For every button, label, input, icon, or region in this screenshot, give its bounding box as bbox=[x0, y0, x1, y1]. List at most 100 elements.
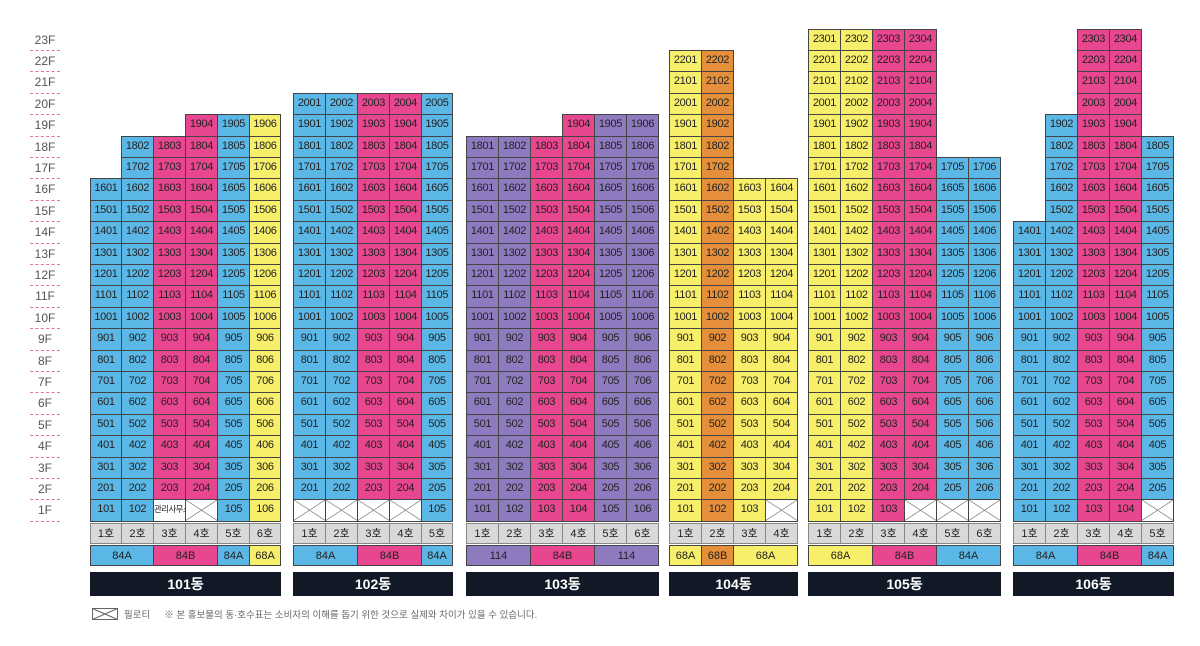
unit-cell[interactable]: 602 bbox=[121, 392, 154, 415]
unit-cell[interactable]: 303 bbox=[733, 456, 766, 479]
unit-cell[interactable]: 2002 bbox=[840, 92, 873, 116]
unit-cell[interactable]: 1001 bbox=[669, 306, 702, 330]
unit-cell[interactable]: 305 bbox=[1141, 456, 1174, 479]
unit-cell[interactable]: 1202 bbox=[840, 264, 873, 287]
unit-cell[interactable]: 1304 bbox=[904, 242, 937, 265]
unit-cell[interactable]: 706 bbox=[249, 371, 281, 394]
unit-cell[interactable]: 1105 bbox=[1141, 285, 1174, 308]
unit-cell[interactable]: 905 bbox=[217, 328, 250, 351]
unit-cell[interactable]: 1706 bbox=[626, 157, 659, 180]
unit-cell[interactable]: 902 bbox=[840, 328, 873, 351]
unit-cell[interactable]: 2003 bbox=[872, 92, 905, 116]
unit-cell[interactable]: 405 bbox=[594, 435, 627, 458]
unit-cell[interactable]: 1702 bbox=[325, 157, 358, 180]
unit-cell[interactable]: 501 bbox=[669, 413, 702, 437]
unit-cell[interactable]: 1101 bbox=[1013, 285, 1046, 308]
unit-cell[interactable]: 204 bbox=[904, 478, 937, 501]
unit-cell[interactable]: 2303 bbox=[1077, 28, 1110, 51]
unit-cell[interactable]: 1604 bbox=[765, 178, 798, 201]
unit-cell[interactable]: 1805 bbox=[421, 135, 453, 158]
unit-cell[interactable]: 1303 bbox=[733, 242, 766, 265]
unit-cell[interactable]: 205 bbox=[217, 478, 250, 501]
unit-cell[interactable]: 501 bbox=[808, 413, 841, 437]
unit-cell[interactable]: 1601 bbox=[669, 178, 702, 201]
unit-cell[interactable]: 1102 bbox=[1045, 285, 1078, 308]
unit-cell[interactable]: 1601 bbox=[293, 178, 326, 201]
unit-cell[interactable]: 401 bbox=[90, 435, 122, 458]
unit-cell[interactable]: 1205 bbox=[594, 264, 627, 287]
unit-cell[interactable]: 1803 bbox=[530, 135, 563, 158]
unit-cell[interactable]: 1006 bbox=[249, 306, 281, 330]
unit-cell[interactable]: 1506 bbox=[626, 199, 659, 223]
unit-cell[interactable]: 702 bbox=[325, 371, 358, 394]
unit-cell[interactable]: 1002 bbox=[121, 306, 154, 330]
unit-cell[interactable]: 2304 bbox=[904, 28, 937, 51]
unit-cell[interactable]: 303 bbox=[872, 456, 905, 479]
unit-cell[interactable]: 702 bbox=[121, 371, 154, 394]
unit-cell[interactable]: 1303 bbox=[153, 242, 186, 265]
unit-cell[interactable]: 1105 bbox=[217, 285, 250, 308]
unit-cell[interactable]: 603 bbox=[357, 392, 390, 415]
unit-cell[interactable]: 1001 bbox=[293, 306, 326, 330]
unit-cell[interactable]: 1202 bbox=[325, 264, 358, 287]
unit-cell[interactable]: 1703 bbox=[1077, 157, 1110, 180]
unit-cell[interactable]: 1302 bbox=[325, 242, 358, 265]
unit-cell[interactable]: 2005 bbox=[421, 92, 453, 116]
unit-cell[interactable]: 804 bbox=[185, 349, 218, 372]
unit-cell[interactable]: 405 bbox=[421, 435, 453, 458]
unit-cell[interactable]: 1703 bbox=[530, 157, 563, 180]
unit-cell[interactable]: 1106 bbox=[249, 285, 281, 308]
unit-cell[interactable]: 1301 bbox=[466, 242, 499, 265]
unit-cell[interactable]: 1801 bbox=[293, 135, 326, 158]
unit-cell[interactable]: 602 bbox=[1045, 392, 1078, 415]
unit-cell[interactable]: 1002 bbox=[840, 306, 873, 330]
unit-cell[interactable]: 1405 bbox=[421, 221, 453, 244]
unit-cell[interactable]: 1705 bbox=[421, 157, 453, 180]
unit-cell[interactable]: 502 bbox=[701, 413, 734, 437]
unit-cell[interactable]: 1104 bbox=[1109, 285, 1142, 308]
unit-cell[interactable]: 1502 bbox=[498, 199, 531, 223]
unit-cell[interactable]: 1104 bbox=[765, 285, 798, 308]
unit-cell[interactable]: 1905 bbox=[594, 114, 627, 137]
unit-cell[interactable]: 2001 bbox=[669, 92, 702, 116]
unit-cell[interactable]: 1703 bbox=[872, 157, 905, 180]
unit-cell[interactable]: 603 bbox=[153, 392, 186, 415]
unit-cell[interactable]: 1603 bbox=[733, 178, 766, 201]
unit-cell[interactable]: 101 bbox=[669, 499, 702, 522]
unit-cell[interactable]: 1206 bbox=[626, 264, 659, 287]
unit-cell[interactable]: 1203 bbox=[733, 264, 766, 287]
unit-cell[interactable]: 1406 bbox=[626, 221, 659, 244]
unit-cell[interactable]: 1905 bbox=[217, 114, 250, 137]
unit-cell[interactable]: 1002 bbox=[1045, 306, 1078, 330]
unit-cell[interactable]: 802 bbox=[840, 349, 873, 372]
unit-cell[interactable]: 1301 bbox=[90, 242, 122, 265]
unit-cell[interactable]: 801 bbox=[293, 349, 326, 372]
unit-cell[interactable]: 1005 bbox=[421, 306, 453, 330]
unit-cell[interactable]: 1106 bbox=[968, 285, 1001, 308]
unit-cell[interactable]: 606 bbox=[626, 392, 659, 415]
unit-cell[interactable]: 1301 bbox=[808, 242, 841, 265]
unit-cell[interactable]: 502 bbox=[498, 413, 531, 437]
unit-cell[interactable]: 1302 bbox=[701, 242, 734, 265]
unit-cell[interactable]: 1805 bbox=[594, 135, 627, 158]
unit-cell[interactable]: 303 bbox=[530, 456, 563, 479]
unit-cell[interactable]: 201 bbox=[808, 478, 841, 501]
unit-cell[interactable]: 1604 bbox=[185, 178, 218, 201]
unit-cell[interactable]: 1604 bbox=[1109, 178, 1142, 201]
unit-cell[interactable]: 1304 bbox=[389, 242, 422, 265]
unit-cell[interactable]: 1504 bbox=[389, 199, 422, 223]
unit-cell[interactable]: 1802 bbox=[701, 135, 734, 158]
unit-cell[interactable]: 903 bbox=[872, 328, 905, 351]
unit-cell[interactable]: 2203 bbox=[872, 50, 905, 73]
unit-cell[interactable]: 1301 bbox=[1013, 242, 1046, 265]
unit-cell[interactable]: 1502 bbox=[701, 199, 734, 223]
unit-cell[interactable]: 701 bbox=[669, 371, 702, 394]
unit-cell[interactable]: 201 bbox=[90, 478, 122, 501]
unit-cell[interactable]: 1102 bbox=[325, 285, 358, 308]
unit-cell[interactable]: 101 bbox=[808, 499, 841, 522]
unit-cell[interactable]: 1401 bbox=[466, 221, 499, 244]
unit-cell[interactable]: 1103 bbox=[530, 285, 563, 308]
unit-cell[interactable]: 503 bbox=[872, 413, 905, 437]
unit-cell[interactable]: 902 bbox=[325, 328, 358, 351]
unit-cell[interactable]: 1202 bbox=[121, 264, 154, 287]
